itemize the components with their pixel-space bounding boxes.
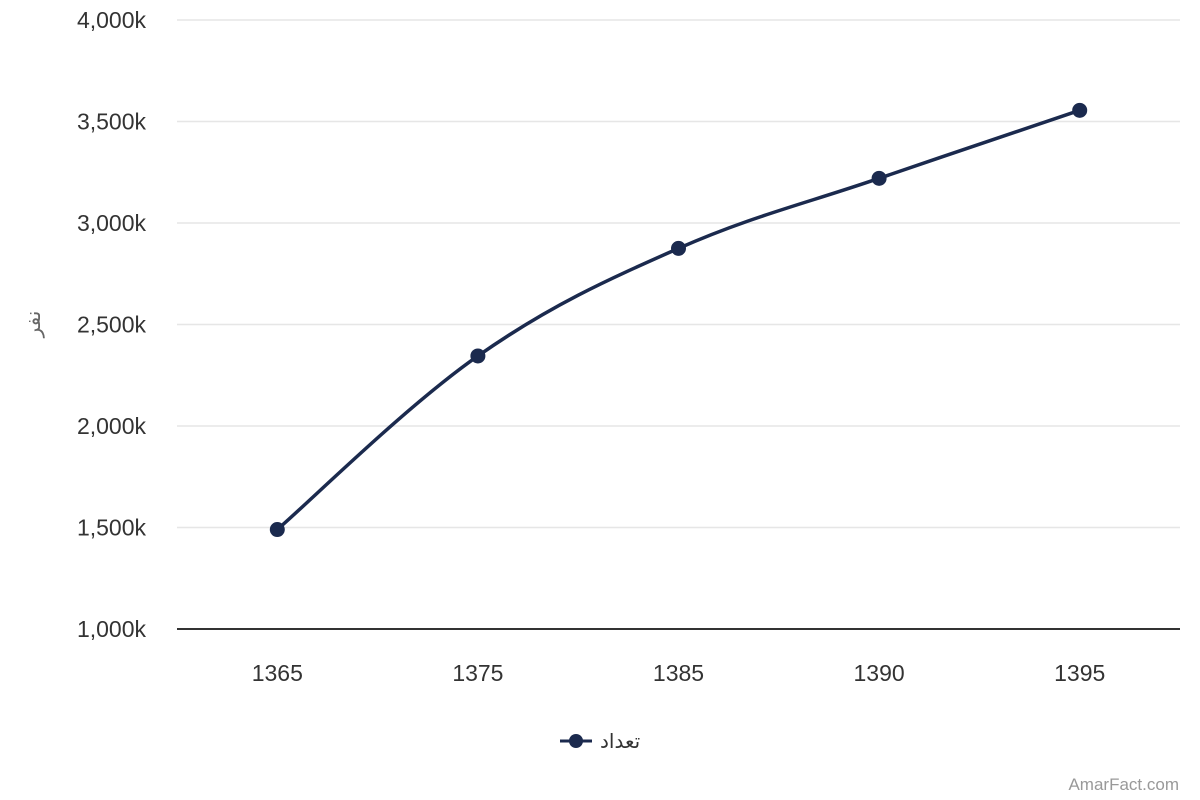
data-point[interactable] — [871, 170, 887, 186]
series-layer — [269, 102, 1088, 538]
y-axis-ticks: 1,000k 1,500k 2,000k 2,500k 3,000k 3,500k 4,00… — [77, 7, 147, 642]
x-tick-label: 1365 — [252, 660, 303, 686]
y-axis-label: نفر — [23, 311, 45, 339]
y-tick-label: 3,000k — [77, 210, 147, 236]
series-line — [275, 108, 1082, 532]
x-tick-label: 1385 — [653, 660, 704, 686]
data-point[interactable] — [269, 522, 285, 538]
x-tick-label: 1390 — [854, 660, 905, 686]
legend-marker-swatch — [569, 734, 583, 748]
y-tick-label: 1,000k — [77, 616, 147, 642]
legend[interactable]: تعداد — [560, 731, 640, 753]
data-point[interactable] — [671, 240, 686, 256]
x-axis-ticks: 1365 1375 1385 1390 1395 — [252, 660, 1106, 686]
grid-lines — [177, 19, 1180, 529]
x-tick-label: 1375 — [452, 660, 503, 686]
data-point[interactable] — [1072, 102, 1088, 118]
y-tick-label: 2,500k — [77, 312, 147, 338]
y-tick-label: 2,000k — [77, 413, 147, 439]
legend-label: تعداد — [600, 731, 640, 753]
x-tick-label: 1395 — [1054, 660, 1105, 686]
credit-text[interactable]: AmarFact.com — [1068, 775, 1179, 794]
y-tick-label: 3,500k — [77, 109, 147, 135]
data-point[interactable] — [470, 348, 486, 364]
y-tick-label: 4,000k — [77, 7, 147, 33]
y-tick-label: 1,500k — [77, 515, 147, 541]
